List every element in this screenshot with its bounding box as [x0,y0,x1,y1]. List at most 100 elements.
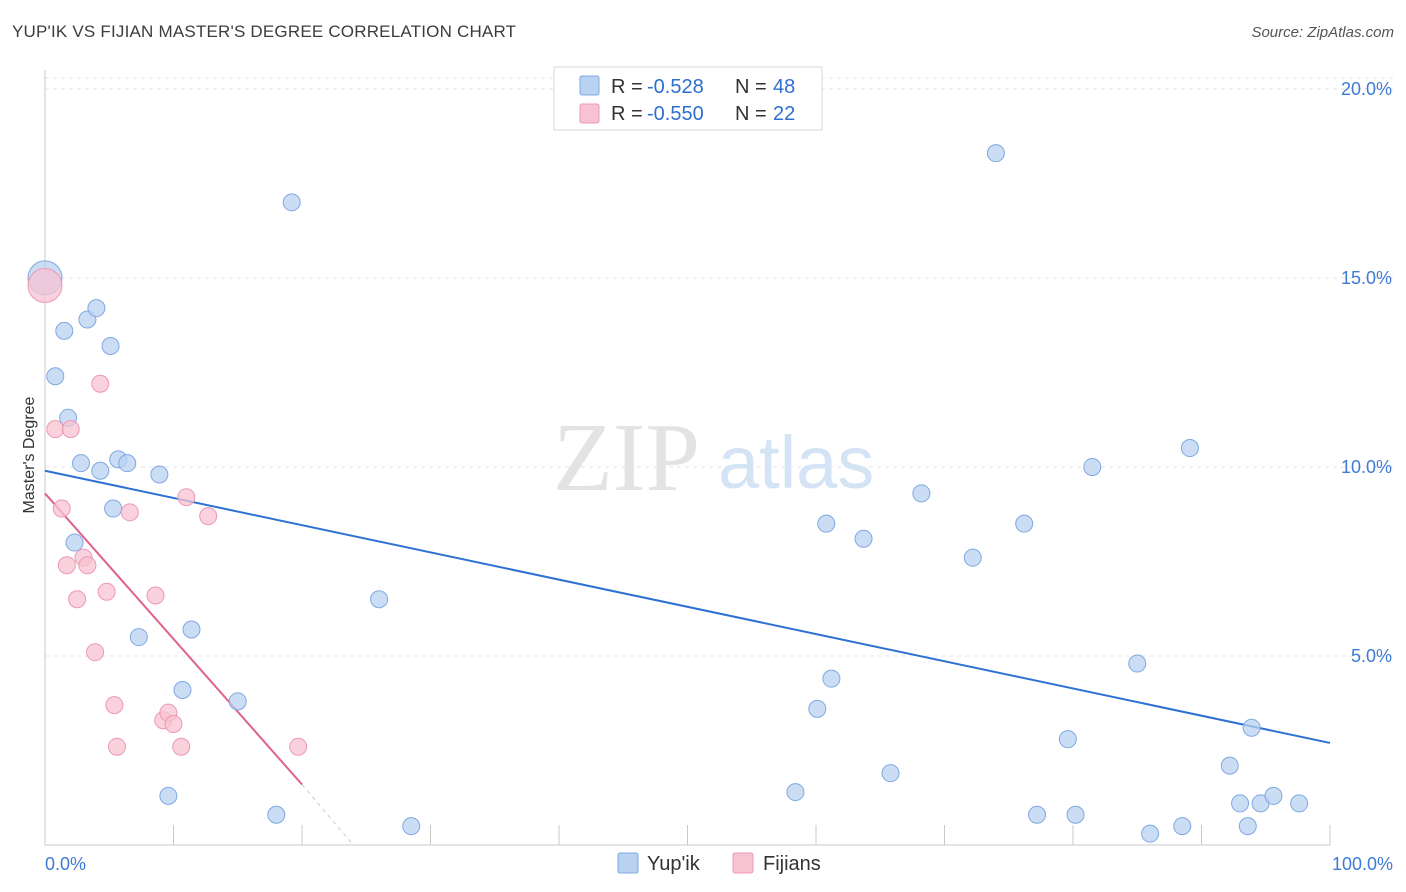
yupik-point [1231,794,1250,813]
y-axis-label: Master's Degree [21,396,38,513]
yupik-point [228,692,247,711]
series-legend-label-yupik: Yup'ik [647,853,701,875]
fijian-point [86,643,105,662]
yupik-point [822,669,841,688]
y-tick-labels: 5.0% 10.0% 15.0% 20.0% [1341,79,1392,666]
series-legend-label-fijians: Fijians [763,853,821,875]
yupik-point [1066,805,1085,824]
yupik-point [1058,730,1077,749]
legend-swatch-fijians [579,103,600,124]
fijian-point [91,374,110,393]
stats-legend: R = -0.528 N = 48 R = -0.550 N = 22 [553,66,823,131]
yupik-point [65,533,84,552]
fijian-point [120,503,139,522]
fijian-point [105,696,124,715]
trend-lines [44,469,1331,846]
legend-r-value-1: -0.528 [647,76,704,98]
fijian-point [199,507,218,526]
fijian-point [27,267,63,303]
yupik-point [808,699,827,718]
y-tick-label-2: 15.0% [1341,268,1392,288]
yupik-point [129,628,148,647]
watermark: ZIP atlas [553,404,874,512]
x-tick-labels: 0.0% 100.0% [45,854,1393,874]
fijian-point [172,737,191,756]
yupik-point [267,805,286,824]
watermark-zip: ZIP [553,404,700,512]
x-tick-label-min: 0.0% [45,854,86,874]
fijian-point [164,715,183,734]
yupik-point [963,548,982,567]
yupik-point [1015,514,1034,533]
fijian-point [52,499,71,518]
series-legend-swatch-fijians [732,852,754,874]
yupik-point [1083,457,1102,476]
trend-line-yupik [44,469,1331,744]
yupik-point [854,529,873,548]
yupik-point [1028,805,1047,824]
yupik-point [104,499,123,518]
yupik-point [1264,786,1283,805]
series-legend-swatch-yupik [617,852,639,874]
legend-n-value-2: 22 [773,103,795,125]
series-yupik-points [27,144,1309,843]
yupik-point [118,454,137,473]
yupik-point [101,336,120,355]
data-points [27,144,1309,843]
y-tick-label-1: 10.0% [1341,457,1392,477]
fijian-point [146,586,165,605]
legend-n-label-1: N = [735,76,767,98]
trend-line-fijians-extension [301,784,354,846]
fijian-point [57,556,76,575]
yupik-point [370,590,389,609]
yupik-point [402,817,421,836]
yupik-point [881,764,900,783]
yupik-point [91,461,110,480]
yupik-point [173,681,192,699]
yupik-point [1242,718,1261,737]
yupik-point [150,465,169,484]
series-legend: Yup'ik Fijians [617,852,821,875]
yupik-point [912,484,931,503]
fijian-point [97,582,116,601]
legend-r-label-1: R = [611,76,643,98]
fijian-point [61,420,80,439]
y-tick-label-3: 20.0% [1341,79,1392,99]
yupik-point [986,144,1005,163]
yupik-point [1220,756,1239,775]
yupik-point [1141,824,1160,843]
trend-line-fijians [44,492,303,786]
x-tick-label-max: 100.0% [1332,854,1393,874]
source-label: Source: ZipAtlas.com [1251,24,1394,41]
fijian-point [46,420,65,439]
grid-lines [45,77,1395,657]
y-tick-label-0: 5.0% [1351,646,1392,666]
legend-n-label-2: N = [735,103,767,125]
yupik-point [87,299,106,318]
fijian-point [78,556,97,575]
yupik-point [1290,794,1309,813]
yupik-point [182,620,201,639]
yupik-point [55,321,74,340]
yupik-point [71,454,90,473]
watermark-atlas: atlas [718,421,874,504]
yupik-point [1238,817,1257,836]
axes [44,70,1331,846]
yupik-point [786,783,805,802]
yupik-point [46,367,65,386]
yupik-point [1128,654,1147,673]
fijian-point [68,590,87,609]
yupik-point [1173,817,1192,836]
legend-r-label-2: R = [611,103,643,125]
yupik-point [817,514,836,533]
yupik-point [159,786,178,805]
yupik-point [1180,439,1199,458]
fijian-point [289,737,308,756]
series-fijians-points [27,267,308,756]
chart-title: YUP'IK VS FIJIAN MASTER'S DEGREE CORRELA… [12,22,517,41]
legend-n-value-1: 48 [773,76,795,98]
fijian-point [107,737,126,756]
yupik-point [282,193,301,212]
fijian-point [177,488,196,507]
